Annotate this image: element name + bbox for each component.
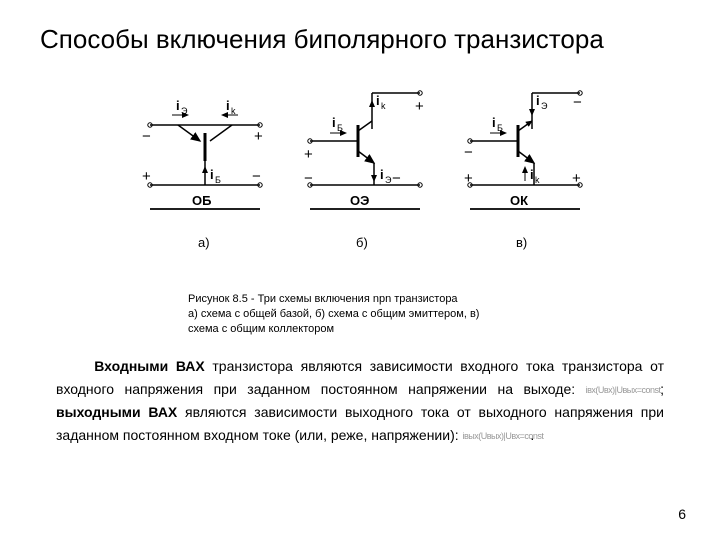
body-t4: . (527, 427, 535, 443)
svg-text:Б: Б (337, 123, 343, 133)
svg-text:ОК: ОК (510, 193, 528, 208)
svg-text:i: i (332, 115, 336, 130)
svg-text:Э: Э (181, 106, 188, 116)
caption-line2: а) схема с общей базой, б) схема с общим… (188, 308, 479, 320)
schematic-ok: iБ iЭ ik − − + + ОК в) (464, 91, 582, 250)
svg-text:Б: Б (497, 123, 503, 133)
svg-text:−: − (142, 128, 151, 145)
svg-text:ОЭ: ОЭ (350, 193, 369, 208)
svg-text:k: k (535, 175, 540, 185)
formula-2: iвых(Uвых)|Uвх=const (463, 429, 527, 443)
svg-text:i: i (492, 115, 496, 130)
svg-text:k: k (381, 101, 386, 111)
svg-text:ОБ: ОБ (192, 193, 211, 208)
caption-line1: Рисунок 8.5 - Три схемы включения npn тр… (188, 293, 458, 305)
svg-text:−: − (252, 168, 261, 185)
svg-text:−: − (464, 144, 473, 161)
body-strong1: Входными ВАХ (94, 358, 205, 374)
svg-text:i: i (380, 167, 384, 182)
svg-text:i: i (530, 167, 534, 182)
svg-text:k: k (231, 106, 236, 116)
svg-text:б): б) (356, 235, 368, 250)
svg-text:Б: Б (215, 175, 221, 185)
svg-text:i: i (536, 93, 540, 108)
schematic-ob: iЭ ik iБ − + + − ОБ а) (142, 98, 263, 250)
formula-1: iвх(Uвх)|Uвых=const (586, 383, 650, 397)
svg-text:Э: Э (385, 175, 392, 185)
page-title: Способы включения биполярного транзистор… (0, 0, 720, 55)
svg-text:а): а) (198, 235, 210, 250)
svg-text:i: i (376, 93, 380, 108)
svg-text:i: i (226, 98, 230, 113)
svg-text:i: i (210, 167, 214, 182)
svg-text:−: − (392, 170, 401, 187)
svg-text:+: + (142, 168, 151, 185)
page-number: 6 (678, 506, 686, 522)
svg-text:i: i (176, 98, 180, 113)
svg-text:+: + (254, 128, 263, 145)
svg-text:+: + (572, 170, 581, 187)
figure-caption: Рисунок 8.5 - Три схемы включения npn тр… (188, 292, 508, 337)
svg-text:+: + (415, 98, 424, 115)
schematic-oe: iБ ik iЭ + + − − ОЭ б) (304, 91, 424, 250)
caption-line3: схема с общим коллектором (188, 323, 334, 335)
svg-text:+: + (464, 170, 473, 187)
schematic-figure: iЭ ik iБ − + + − ОБ а) iБ (130, 83, 590, 278)
svg-text:+: + (304, 146, 313, 163)
body-t2: ; (650, 381, 664, 397)
svg-text:в): в) (516, 235, 527, 250)
svg-text:−: − (304, 170, 313, 187)
body-strong2: выходными ВАХ (56, 404, 177, 420)
svg-text:−: − (573, 94, 582, 111)
body-paragraph: Входными ВАХ транзистора являются зависи… (56, 355, 664, 447)
svg-text:Э: Э (541, 101, 548, 111)
